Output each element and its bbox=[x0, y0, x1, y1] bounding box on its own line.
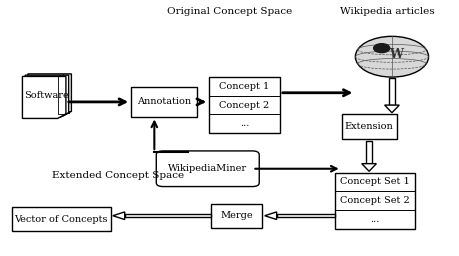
Text: Concept 1: Concept 1 bbox=[219, 82, 269, 91]
Text: Wikipedia articles: Wikipedia articles bbox=[340, 7, 435, 16]
Text: Annotation: Annotation bbox=[137, 97, 191, 106]
FancyBboxPatch shape bbox=[211, 204, 263, 228]
Text: W: W bbox=[390, 48, 403, 61]
Text: ...: ... bbox=[370, 215, 380, 224]
Text: Vector of Concepts: Vector of Concepts bbox=[15, 215, 108, 223]
Text: Extension: Extension bbox=[345, 122, 393, 131]
Bar bbox=[125, 214, 211, 218]
Bar bbox=[389, 78, 395, 105]
Text: Software: Software bbox=[24, 91, 69, 100]
Bar bbox=[366, 141, 372, 164]
FancyBboxPatch shape bbox=[209, 77, 280, 133]
Polygon shape bbox=[385, 105, 399, 113]
Bar bbox=[277, 214, 335, 218]
Polygon shape bbox=[265, 212, 277, 220]
Text: Extended Concept Space: Extended Concept Space bbox=[52, 171, 184, 180]
Text: Concept Set 1: Concept Set 1 bbox=[340, 177, 410, 186]
Polygon shape bbox=[113, 212, 125, 220]
FancyBboxPatch shape bbox=[12, 207, 111, 231]
Text: Merge: Merge bbox=[220, 211, 253, 220]
Text: ...: ... bbox=[240, 119, 249, 128]
Text: WikipediaMiner: WikipediaMiner bbox=[168, 164, 247, 173]
Polygon shape bbox=[362, 164, 376, 171]
Circle shape bbox=[355, 36, 429, 77]
Text: Original Concept Space: Original Concept Space bbox=[167, 7, 292, 16]
FancyBboxPatch shape bbox=[131, 87, 197, 116]
Polygon shape bbox=[22, 77, 66, 119]
FancyBboxPatch shape bbox=[156, 151, 259, 187]
FancyBboxPatch shape bbox=[341, 114, 397, 140]
Polygon shape bbox=[25, 75, 69, 117]
FancyBboxPatch shape bbox=[335, 173, 415, 229]
Polygon shape bbox=[28, 74, 72, 116]
Text: Concept 2: Concept 2 bbox=[219, 101, 269, 110]
Text: Concept Set 2: Concept Set 2 bbox=[340, 196, 410, 205]
Circle shape bbox=[374, 44, 390, 53]
